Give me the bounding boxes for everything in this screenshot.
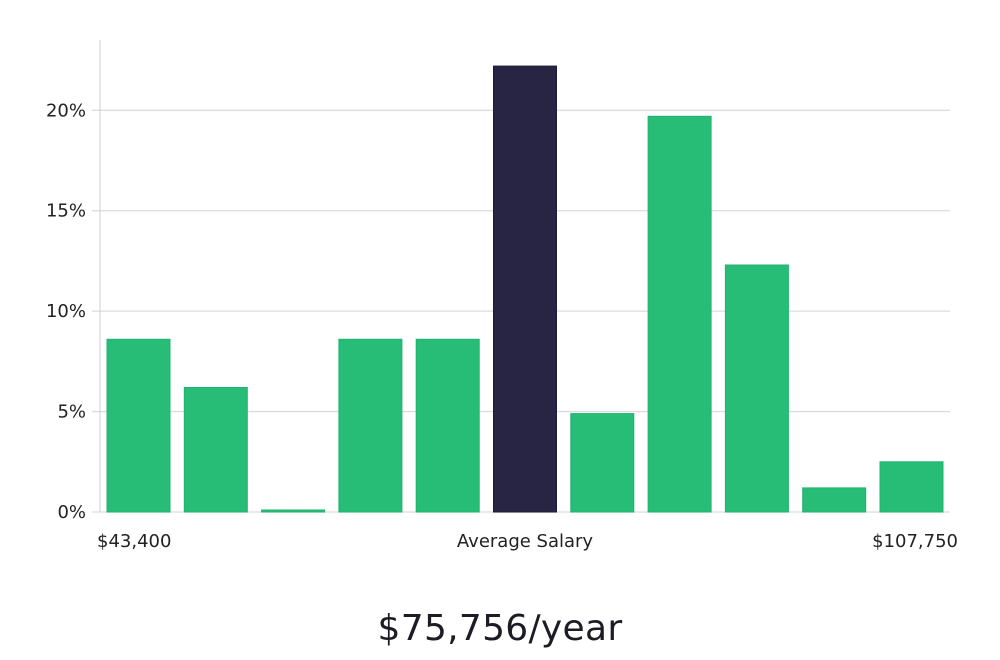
y-tick-label: 5% (57, 402, 86, 423)
y-axis-ticks: 0% 5% 10% 15% 20% (46, 100, 86, 523)
bar (183, 387, 248, 513)
bars (106, 65, 944, 513)
average-salary: $75,756/year (377, 608, 623, 649)
y-tick-label: 10% (46, 301, 86, 322)
y-tick-label: 15% (46, 201, 86, 222)
bar (415, 338, 480, 513)
x-min-label: $43,400 (97, 531, 171, 552)
y-tick-label: 20% (46, 100, 86, 121)
bar (724, 264, 789, 513)
y-tick-label: 0% (57, 502, 86, 523)
x-center-label: Average Salary (457, 531, 594, 552)
bar (802, 487, 867, 513)
bar (261, 509, 326, 513)
bar (879, 461, 944, 513)
bar (647, 115, 712, 513)
bar (338, 338, 403, 513)
salary-histogram: 0% 5% 10% 15% 20% $43,400 Average Salary $10… (46, 40, 958, 552)
bar-average-salary (493, 65, 557, 513)
x-max-label: $107,750 (872, 531, 958, 552)
bar (570, 413, 635, 513)
bar (106, 338, 171, 513)
